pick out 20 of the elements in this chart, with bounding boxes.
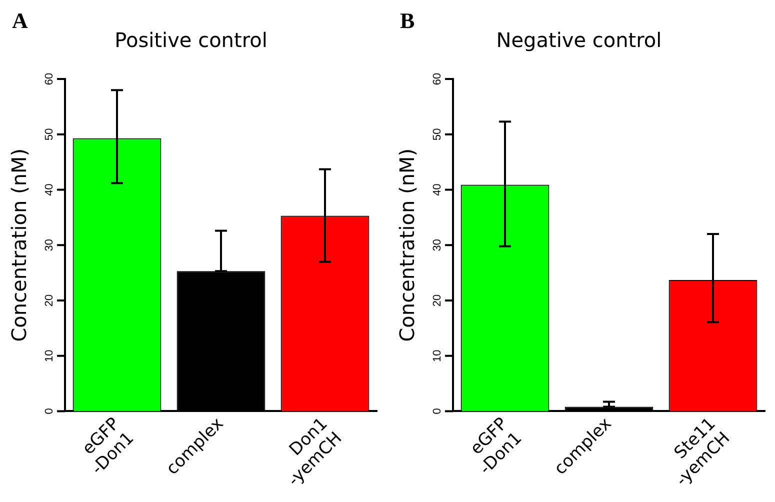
y-tick-label: 10: [44, 350, 56, 362]
y-tick-label: 40: [44, 184, 56, 196]
text: B: [400, 8, 415, 34]
y-tick-label: 40: [432, 184, 444, 196]
y-tick-label: 50: [432, 128, 444, 140]
y-tick-label: 0: [432, 408, 444, 414]
y-axis-title: Concentration (nM): [7, 148, 32, 342]
y-tick-label: 10: [432, 350, 444, 362]
y-tick-label: 20: [432, 294, 444, 307]
text: A: [12, 8, 28, 34]
y-tick-label: 60: [432, 72, 444, 86]
y-tick-label: 0: [44, 408, 56, 414]
y-axis-title: Concentration (nM): [395, 148, 420, 342]
y-tick-label: 50: [44, 128, 56, 140]
chart-title: Positive control: [114, 28, 268, 52]
y-tick-label: 60: [44, 72, 56, 86]
y-tick-label: 30: [432, 238, 444, 252]
y-tick-label: 20: [44, 294, 56, 307]
y-tick-label: 30: [44, 238, 56, 252]
chart-title: Negative control: [496, 28, 662, 52]
